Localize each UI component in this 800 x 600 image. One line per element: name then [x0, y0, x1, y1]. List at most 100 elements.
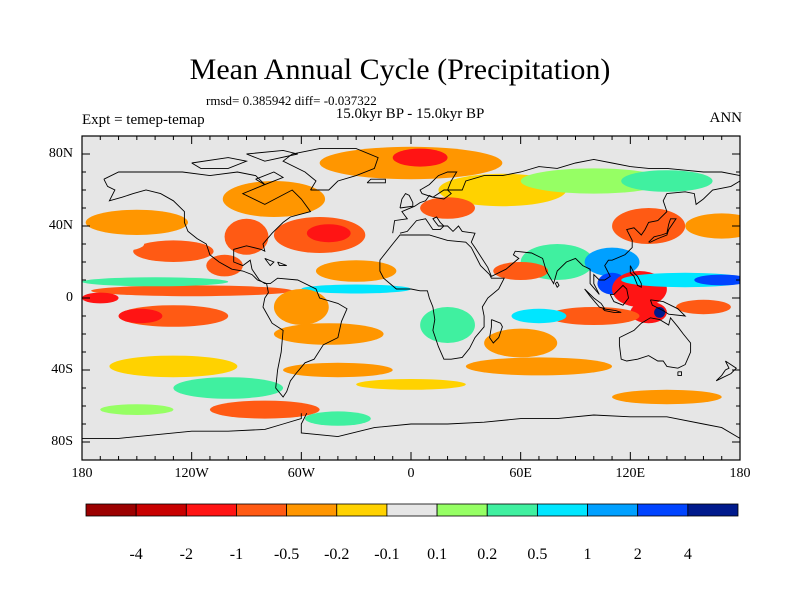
anomaly-region: [82, 277, 229, 287]
plot-frame: [81, 135, 741, 461]
coastline-segment: [392, 158, 740, 234]
experiment-label: Expt = temep-temap: [82, 112, 205, 128]
y-tick-label: 80S: [51, 434, 73, 449]
anomaly-region: [273, 323, 384, 345]
coastline-segment: [103, 171, 348, 398]
anomaly-region: [133, 240, 214, 262]
x-tick-label: 180: [729, 466, 751, 481]
anomaly-region: [676, 299, 731, 315]
anomaly-region: [420, 307, 475, 343]
anomaly-region: [315, 260, 397, 282]
colorbar-label: 2: [633, 546, 642, 563]
colorbar-box: [386, 503, 438, 517]
anomaly-region: [420, 197, 475, 219]
colorbar-box: [536, 503, 588, 517]
coastline-segment: [264, 257, 275, 267]
colorbar-box: [486, 503, 538, 517]
anomaly-region: [484, 328, 558, 358]
anomaly-region: [694, 274, 740, 286]
anomaly-region: [273, 289, 329, 325]
anomaly-region: [306, 224, 351, 243]
colorbar-label: -1: [229, 546, 244, 563]
anomaly-field: [82, 136, 740, 460]
coastline-segment: [82, 413, 302, 439]
anomaly-region: [511, 308, 567, 324]
anomaly-region: [100, 404, 174, 415]
colorbar-box: [185, 503, 237, 517]
colorbar-box: [336, 503, 388, 517]
colorbar: [85, 503, 739, 517]
anomaly-region: [356, 379, 466, 390]
colorbar-label: -2: [179, 546, 193, 563]
anomaly-region: [612, 389, 722, 405]
anomaly-region: [493, 262, 549, 280]
colorbar-box: [85, 503, 137, 517]
anomaly-region: [206, 254, 243, 277]
anomaly-region: [82, 292, 119, 304]
anomaly-region: [301, 284, 411, 294]
anomaly-region: [91, 285, 293, 297]
anomaly-region: [224, 218, 269, 255]
coastline-segment: [191, 157, 249, 169]
anomaly-region: [392, 148, 448, 167]
stats-label: rmsd= 0.385942 diff= -0.037322: [206, 93, 377, 108]
x-tick-label: 60W: [287, 466, 315, 481]
anomaly-region: [685, 213, 740, 239]
anomaly-region: [209, 400, 320, 419]
coastline-segment: [629, 265, 642, 288]
colorbar-label: 1: [583, 546, 592, 563]
coastline-segment: [255, 171, 285, 186]
coastline-segment: [366, 178, 386, 184]
anomaly-region: [92, 236, 145, 252]
coastline-segment: [277, 261, 287, 267]
coastline-segment: [715, 360, 738, 382]
colorbar-box: [135, 503, 187, 517]
y-tick-label: 40N: [48, 218, 73, 233]
anomaly-region: [548, 307, 640, 325]
anomaly-region: [304, 411, 371, 426]
coastline-segment: [677, 371, 682, 376]
colorbar-label: -0.2: [324, 546, 350, 563]
colorbar-label: 4: [683, 546, 692, 563]
colorbar-box: [587, 503, 639, 517]
coastline-segment: [554, 281, 560, 288]
period-label: 15.0kyr BP - 15.0kyr BP: [335, 106, 485, 122]
y-tick-label: 40S: [51, 362, 73, 377]
coastline-segment: [399, 193, 414, 209]
coastline-segment: [379, 234, 505, 360]
x-tick-label: 120E: [615, 466, 646, 481]
anomaly-region: [283, 362, 393, 378]
coastline-segment: [602, 308, 622, 313]
anomaly-region: [630, 301, 667, 324]
anomaly-region: [222, 181, 326, 217]
y-tick-label: 80N: [48, 146, 73, 161]
colorbar-label: -0.1: [374, 546, 400, 563]
colorbar-label: -4: [129, 546, 143, 563]
coastline-segment: [648, 218, 677, 243]
x-tick-label: 0: [407, 466, 415, 481]
colorbar-label: 0.1: [427, 546, 448, 563]
coastline-segment: [282, 148, 379, 191]
y-tick-label: 0: [66, 290, 73, 305]
chart-title: Mean Annual Cycle (Precipitation): [189, 53, 611, 86]
anomaly-region: [109, 355, 238, 378]
axis-ticks: [81, 136, 741, 460]
anomaly-region: [465, 357, 613, 376]
coastlines: [82, 148, 740, 439]
colorbar-label: 0.5: [527, 546, 548, 563]
x-tick-label: 120W: [174, 466, 209, 481]
colorbar-box: [687, 503, 739, 517]
colorbar-label: -0.5: [273, 546, 300, 563]
coastline-segment: [399, 180, 740, 295]
coastline-segment: [489, 319, 503, 344]
colorbar-box: [286, 503, 338, 517]
anomaly-region: [612, 208, 686, 244]
coastline-segment: [618, 316, 692, 369]
anomaly-region: [85, 209, 189, 235]
anomaly-region: [621, 170, 713, 192]
colorbar-box: [236, 503, 288, 517]
anomaly-region: [584, 247, 640, 277]
season-label: ANN: [709, 110, 743, 126]
anomaly-region: [118, 308, 163, 324]
